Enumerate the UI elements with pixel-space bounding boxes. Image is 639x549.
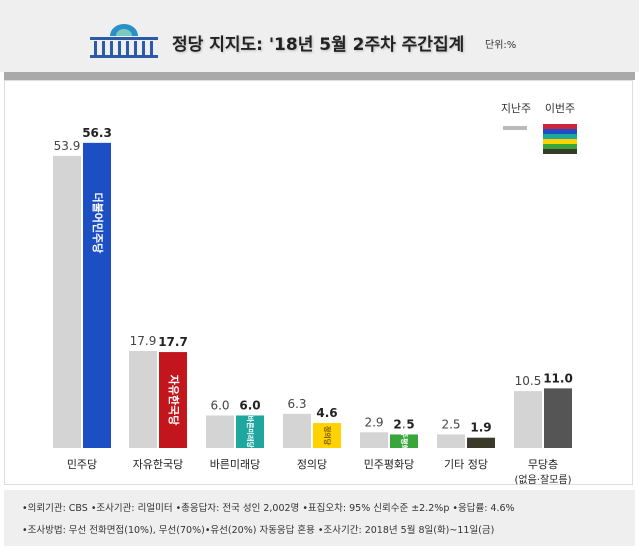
value-label-this-week: 6.0 (239, 398, 260, 412)
category-label: 민주당 (67, 458, 97, 471)
unit-label: 단위:% (485, 40, 517, 51)
legend-this-week-label: 이번주 (545, 102, 575, 115)
bar-last-week (360, 432, 388, 448)
category-sublabel: (없음·잘모름) (515, 473, 572, 486)
party-logo: 자유한국당 (167, 375, 181, 426)
value-label-this-week: 17.7 (158, 335, 188, 349)
legend-this-week-swatch (543, 144, 577, 149)
category-label: 무당층 (528, 458, 558, 471)
value-label-this-week: 4.6 (316, 406, 337, 420)
value-label-this-week: 2.5 (393, 417, 414, 431)
value-label-last-week: 6.0 (210, 398, 229, 412)
category-label: 바른미래당 (210, 458, 261, 471)
category-label: 민주평화당 (364, 458, 415, 471)
party-logo: 더불어민주당 (91, 192, 105, 253)
bar-this-week (390, 434, 418, 448)
bar-this-week (159, 352, 187, 448)
bar-last-week (206, 415, 234, 448)
legend-this-week-swatch (543, 124, 577, 129)
category-label: 자유한국당 (133, 458, 184, 471)
value-label-last-week: 2.9 (364, 415, 383, 429)
footer-notes: •의뢰기관: CBS •조사기관: 리얼미터 •총응답자: 전국 성인 2,00… (4, 490, 635, 546)
legend-this-week-swatch (543, 149, 577, 154)
value-label-last-week: 6.3 (287, 397, 306, 411)
legend-last-week-label: 지난주 (501, 102, 531, 115)
value-label-last-week: 2.5 (441, 417, 460, 431)
party-logo: 민주평화당 (400, 425, 409, 458)
party-logo: 바른미래당 (246, 416, 255, 449)
bar-this-week (313, 423, 341, 448)
header: 정당 지지도: '18년 5월 2주차 주간집계 단위:% (0, 0, 639, 72)
bar-last-week (514, 391, 542, 448)
national-assembly-icon (90, 24, 158, 58)
category-label: 기타 정당 (444, 458, 488, 471)
legend-this-week-swatch (543, 139, 577, 144)
value-label-last-week: 10.5 (515, 374, 542, 388)
value-label-this-week: 11.0 (543, 371, 573, 385)
bar-this-week (83, 142, 111, 448)
legend-this-week-swatch (543, 134, 577, 139)
value-label-this-week: 56.3 (82, 126, 112, 140)
chart-frame (4, 80, 633, 485)
bar-this-week (544, 388, 572, 448)
bar-last-week (129, 350, 157, 448)
value-label-last-week: 17.9 (130, 334, 157, 348)
category-label: 정의당 (297, 458, 327, 471)
bar-this-week (467, 437, 495, 448)
chart-title: 정당 지지도: '18년 5월 2주차 주간집계 (172, 35, 465, 55)
bar-last-week (53, 155, 81, 448)
bar-last-week (437, 434, 465, 448)
value-label-this-week: 1.9 (470, 421, 491, 435)
footer-line-1: •의뢰기관: CBS •조사기관: 리얼미터 •총응답자: 전국 성인 2,00… (22, 503, 515, 514)
header-divider (4, 72, 635, 80)
value-label-last-week: 53.9 (54, 139, 81, 153)
footer-line-2: •조사방법: 무선 전화면접(10%), 무선(70%)•유선(20%) 자동응… (22, 525, 495, 536)
legend-this-week-swatch (543, 129, 577, 134)
legend-last-week-swatch (503, 126, 527, 130)
bar-this-week (236, 415, 264, 448)
party-logo: 정의당 (323, 426, 332, 446)
bar-last-week (283, 413, 311, 448)
